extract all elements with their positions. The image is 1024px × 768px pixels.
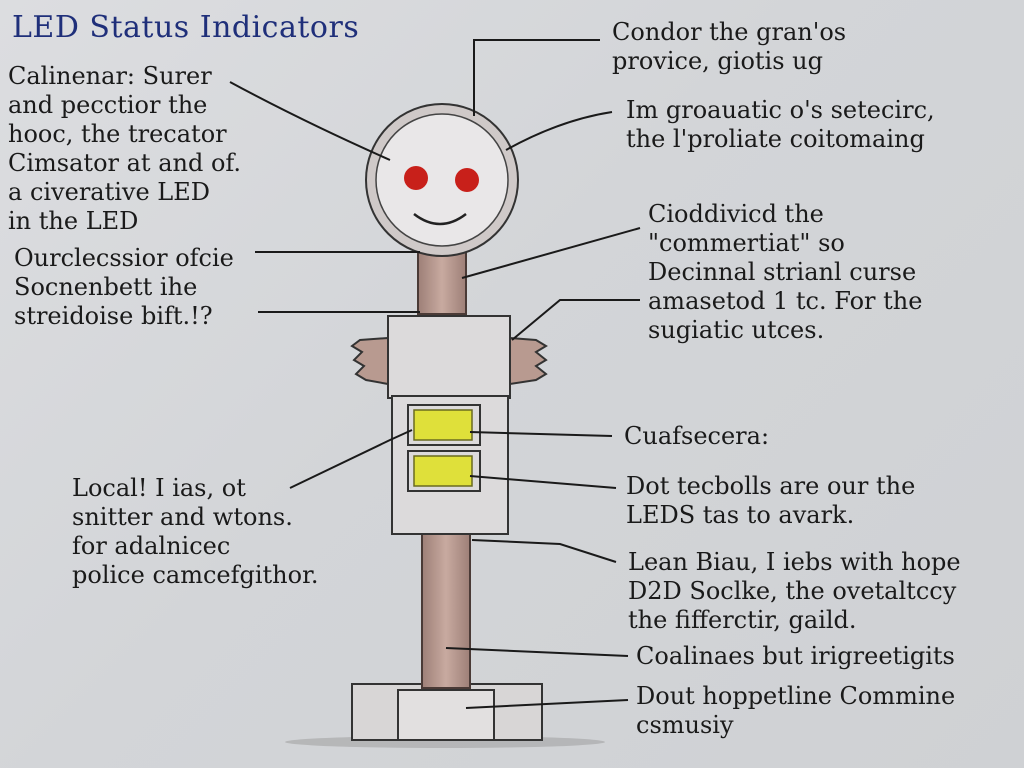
leader-line (461, 227, 641, 279)
note-line: snitter and wtons. (72, 503, 293, 531)
note-middle-left: Ourclecssior ofcie Socnenbett ihe streid… (14, 244, 234, 331)
note-right-5: Dot tecbolls are our the LEDS tas to ava… (626, 472, 915, 530)
note-line: D2D Soclke, the ovetaltccy (628, 577, 957, 605)
note-line: Local! I ias, ot (72, 474, 246, 502)
smile-mouth (413, 213, 467, 226)
leader-line (465, 699, 629, 709)
note-line: Ourclecssior ofcie (14, 244, 234, 272)
note-right-4: Cuafsecera: (624, 422, 769, 451)
neck-pole (417, 249, 467, 315)
leader-line (229, 81, 391, 161)
note-line: Im groauatic o's setecirc, (626, 96, 935, 124)
note-line: Dout hoppetline Commine (636, 682, 956, 710)
leader-line (511, 299, 640, 341)
note-line: Socnenbett ihe (14, 273, 198, 301)
note-line: for adalnicec (72, 532, 231, 560)
leader-lines (229, 39, 641, 709)
note-line: Dot tecbolls are our the (626, 472, 916, 500)
note-line: streidoise bift.!? (14, 302, 213, 330)
note-line: the fifferctir, gaild. (628, 606, 857, 634)
led-frame-bottom (407, 450, 481, 492)
right-arm (509, 336, 548, 386)
yellow-led-top (413, 409, 473, 441)
base-block (351, 683, 543, 741)
note-right-2: Im groauatic o's setecirc, the l'proliat… (626, 96, 935, 154)
upper-body-box (387, 315, 511, 399)
leader-line (289, 429, 413, 489)
note-line: Cimsator at and of. (8, 149, 242, 177)
note-line: and pecctior the (8, 91, 208, 119)
note-line: Cuafsecera: (624, 422, 770, 450)
note-right-7: Coalinaes but irigreetigits (636, 642, 955, 671)
leader-line (473, 39, 600, 116)
leader-line (471, 539, 617, 563)
note-right-3: Cioddivicd the "commertiat" so Decinnal … (648, 200, 922, 345)
note-right-6: Lean Biau, I iebs with hope D2D Soclke, … (628, 548, 961, 635)
note-bottom-left: Local! I ias, ot snitter and wtons. for … (72, 474, 319, 590)
note-line: in the LED (8, 207, 139, 235)
note-line: Condor the gran'os (612, 18, 847, 46)
red-led-right-eye (455, 168, 479, 192)
note-line: Calinenar: Surer (8, 62, 212, 90)
note-line: police camcefgithor. (72, 561, 319, 589)
red-led-left-eye (404, 166, 428, 190)
note-top-left: Calinenar: Surer and pecctior the hooc, … (8, 62, 241, 236)
leader-line (469, 475, 617, 489)
note-line: csmusiy (636, 711, 734, 739)
note-line: LEDS tas to avark. (626, 501, 855, 529)
diagram-title: LED Status Indicators (12, 10, 360, 45)
led-frame-top (407, 404, 481, 446)
yellow-led-bottom (413, 455, 473, 487)
note-right-1: Condor the gran'os provice, giotis ug (612, 18, 846, 76)
note-line: hooc, the trecator (8, 120, 227, 148)
leader-line (505, 111, 613, 151)
leader-line (445, 647, 629, 657)
left-arm (350, 336, 389, 386)
note-line: "commertiat" so (648, 229, 845, 257)
note-line: Coalinaes but irigreetigits (636, 642, 955, 670)
note-line: Cioddivicd the (648, 200, 824, 228)
note-line: Lean Biau, I iebs with hope (628, 548, 961, 576)
leader-line (469, 431, 613, 437)
lower-pole (421, 531, 471, 689)
note-line: amasetod 1 tc. For the (648, 287, 923, 315)
note-line: the l'proliate coitomaing (626, 125, 925, 153)
note-line: sugiatic utces. (648, 316, 825, 344)
note-line: provice, giotis ug (612, 47, 823, 75)
note-right-8: Dout hoppetline Commine csmusiy (636, 682, 955, 740)
note-line: Decinnal strianl curse (648, 258, 917, 286)
head-face (375, 113, 509, 247)
note-line: a civerative LED (8, 178, 211, 206)
